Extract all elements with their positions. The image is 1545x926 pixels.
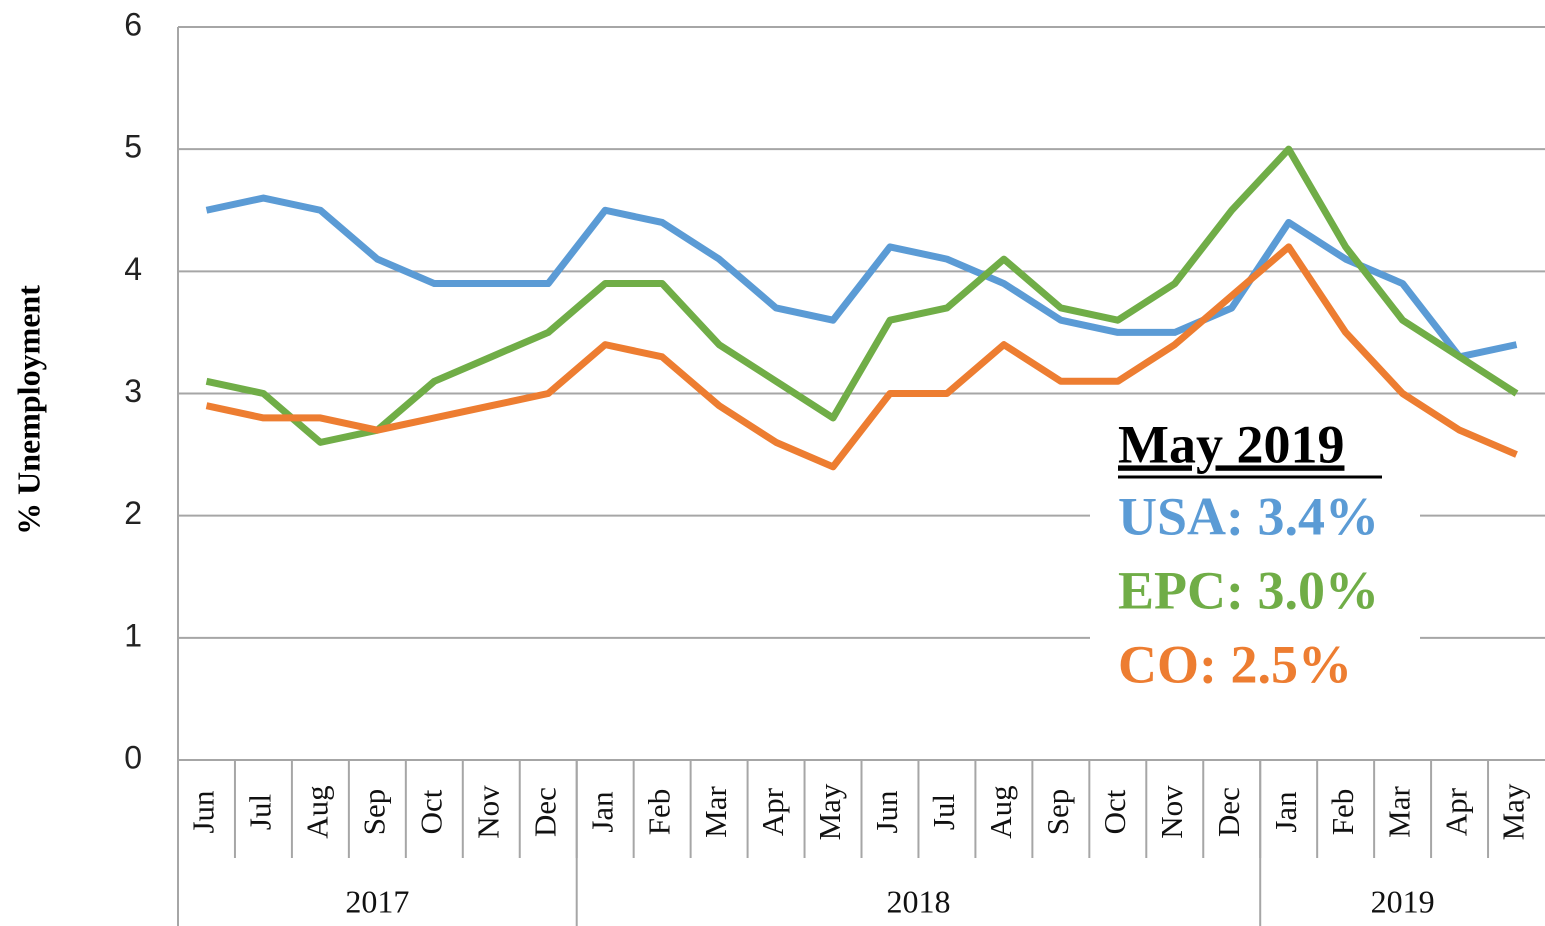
x-tick-label: Oct [1097,789,1132,834]
x-tick-label: Sep [1040,789,1075,836]
y-axis-label: % Unemployment [10,285,46,535]
x-tick-label: Dec [527,787,562,837]
annotation-line: CO: 2.5% [1118,634,1352,694]
x-tick-label: Aug [983,785,1018,838]
x-tick-label: Nov [470,785,505,839]
group-label: 2018 [886,883,950,919]
x-tick-label: Jul [243,794,278,830]
x-tick-label: Mar [698,786,733,838]
x-tick-label: Jan [584,791,619,833]
y-tick-label: 5 [124,129,142,165]
x-tick-label: Dec [1211,787,1246,837]
y-tick-label: 2 [124,495,142,531]
annotation-line: USA: 3.4% [1118,486,1379,546]
x-tick-label: Jun [186,790,221,834]
x-tick-label: May [812,783,847,840]
series-line [205,145,1519,446]
x-tick-label: Jun [869,790,904,834]
x-tick-label: Apr [755,787,790,836]
x-tick-label: Jul [926,794,961,830]
x-tick-label: Nov [1154,785,1189,839]
annotation-title: May 2019 [1118,414,1344,474]
x-tick-label: Jan [1268,791,1303,833]
annotation-line: EPC: 3.0% [1118,560,1379,620]
y-tick-label: 6 [124,6,142,42]
group-label: 2017 [345,883,409,919]
x-tick-label: May [1496,783,1531,840]
x-tick-label: Feb [641,789,676,836]
x-tick-label: Apr [1439,787,1474,836]
y-tick-label: 4 [124,251,142,287]
y-tick-label: 1 [124,617,142,653]
series-line [205,243,1518,471]
x-tick-label: Mar [1382,786,1417,838]
x-tick-label: Feb [1325,789,1360,836]
y-tick-label: 0 [124,739,142,775]
annotation-box [1090,412,1420,697]
x-tick-label: Aug [300,785,335,838]
x-tick-label: Sep [356,789,391,836]
y-tick-label: 3 [124,373,142,409]
group-label: 2019 [1371,883,1435,919]
series-line [205,194,1518,361]
x-tick-label: Oct [413,789,448,834]
